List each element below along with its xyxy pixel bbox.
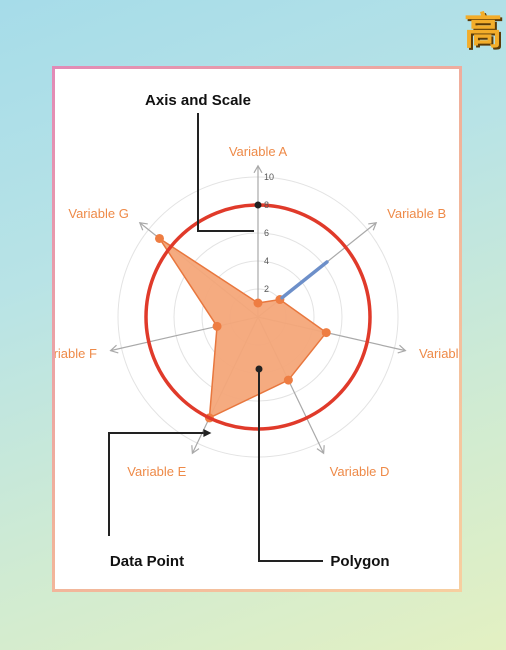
axis-arrow-1 xyxy=(368,221,378,231)
scale-tick-2: 2 xyxy=(264,284,269,294)
axis-label-f: Variable F xyxy=(55,346,97,361)
polygon-callout-line xyxy=(258,369,323,562)
axis-label-g: Variable G xyxy=(68,206,128,221)
polygon-callout-label: Polygon xyxy=(330,553,389,570)
axis-scale-callout-label: Axis and Scale xyxy=(145,92,251,109)
axis-label-e: Variable E xyxy=(127,464,186,479)
polygon-callout-dot xyxy=(255,365,263,373)
data-point-0 xyxy=(253,298,263,308)
scale-tick-8: 8 xyxy=(264,200,269,210)
axis-label-d: Variable D xyxy=(330,464,390,479)
axis-labels: Variable A Variable B Variable C Variable D… xyxy=(55,144,459,479)
data-point-callout-arrowhead xyxy=(203,429,212,437)
scale-highlight-segment xyxy=(280,260,329,300)
data-point-6 xyxy=(154,233,164,243)
data-point-5 xyxy=(212,321,222,331)
scale-ticks: 2 4 6 8 10 xyxy=(264,172,274,294)
scale-tick-6: 6 xyxy=(264,228,269,238)
data-point-2 xyxy=(321,328,331,338)
polygon-layer xyxy=(154,233,331,423)
axis-scale-callout-line xyxy=(197,113,254,232)
axis-arrow-4 xyxy=(191,445,200,455)
callout-layer xyxy=(108,113,323,562)
axis-arrow-5 xyxy=(109,344,119,354)
scale-tick-4: 4 xyxy=(264,256,269,266)
data-point-callout-line xyxy=(108,432,204,536)
scale-tick-10: 10 xyxy=(264,172,274,182)
axis-scale-callout-dot xyxy=(254,201,262,209)
axis-label-c: Variable C xyxy=(419,346,459,361)
axis-arrow-0 xyxy=(253,164,263,174)
data-polygon xyxy=(158,237,328,420)
axis-arrow-3 xyxy=(316,445,325,455)
axis-label-a: Variable A xyxy=(229,144,288,159)
data-point-callout-label: Data Point xyxy=(110,553,184,570)
data-point-3 xyxy=(283,375,293,385)
logo-icon: 高 xyxy=(463,9,502,53)
axis-arrow-2 xyxy=(397,344,407,354)
axis-arrow-6 xyxy=(138,221,148,231)
axis-label-b: Variable B xyxy=(387,206,446,221)
